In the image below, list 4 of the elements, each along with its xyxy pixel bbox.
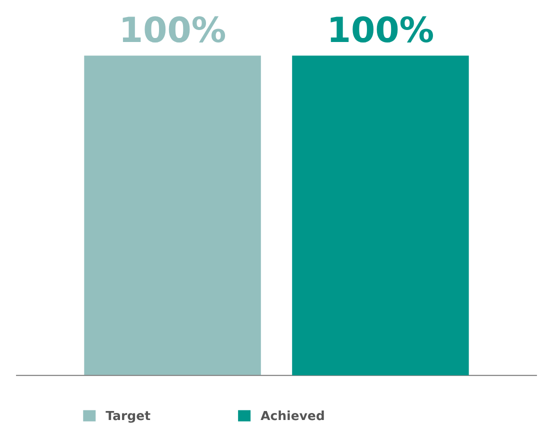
data-label: 100%: [122, 16, 226, 42]
data-label: 100%: [330, 16, 433, 42]
legend-label: Target: [106, 410, 150, 423]
legend-label: Achieved: [260, 410, 324, 420]
